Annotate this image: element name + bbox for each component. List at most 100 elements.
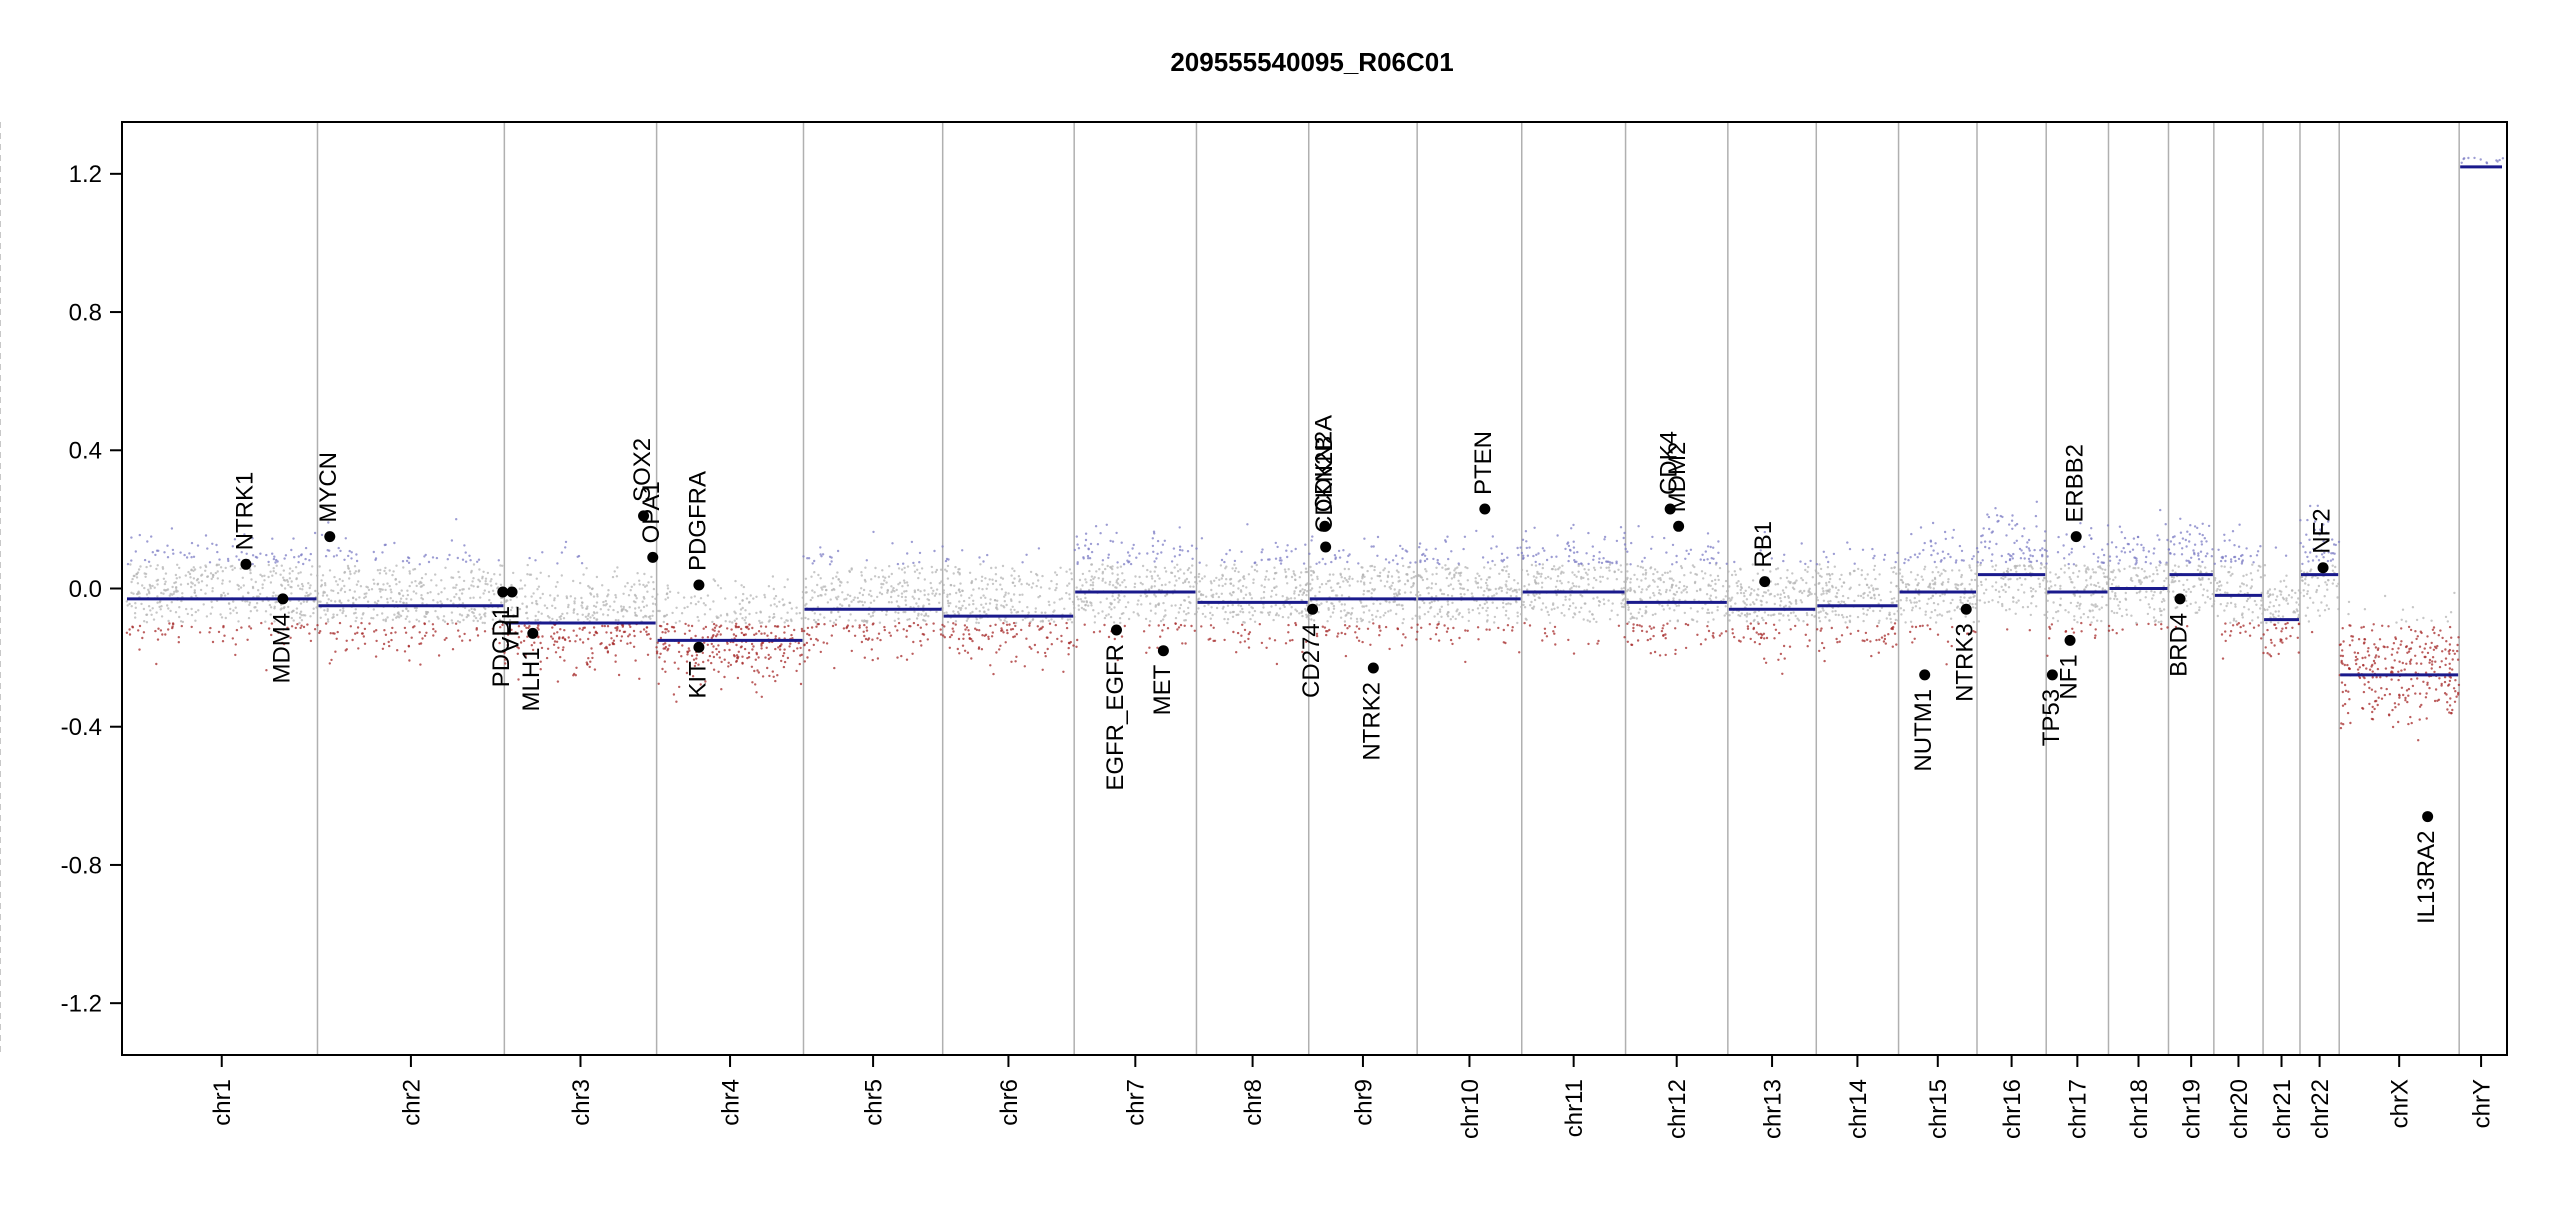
probe-point — [1849, 548, 1851, 550]
probe-point — [1527, 573, 1529, 575]
probe-point — [357, 647, 359, 649]
probe-point — [1710, 595, 1712, 597]
probe-point — [1120, 566, 1122, 568]
probe-point — [1109, 540, 1111, 542]
probe-point — [1834, 566, 1836, 568]
probe-point — [1313, 619, 1315, 621]
probe-point — [1387, 575, 1389, 577]
probe-point — [1468, 611, 1470, 613]
probe-point — [136, 573, 138, 575]
probe-point — [1991, 565, 1993, 567]
probe-point — [1522, 539, 1524, 541]
probe-point — [1892, 571, 1894, 573]
probe-point — [1229, 611, 1231, 613]
probe-point — [1054, 571, 1056, 573]
probe-point — [356, 632, 358, 634]
probe-point — [826, 642, 828, 644]
probe-point — [760, 647, 762, 649]
probe-point — [775, 595, 777, 597]
probe-point — [1415, 615, 1417, 617]
probe-point — [1010, 598, 1012, 600]
probe-point — [1676, 605, 1678, 607]
probe-point — [1301, 615, 1303, 617]
probe-point — [649, 638, 651, 640]
probe-point — [246, 639, 248, 641]
probe-point — [1085, 533, 1087, 535]
probe-point — [1346, 561, 1348, 563]
probe-point — [383, 643, 385, 645]
probe-point — [1092, 581, 1094, 583]
probe-point — [405, 602, 407, 604]
probe-point — [729, 621, 731, 623]
probe-point — [1091, 575, 1093, 577]
probe-point — [934, 595, 936, 597]
probe-point — [510, 584, 512, 586]
probe-point — [1633, 574, 1635, 576]
probe-point — [1960, 584, 1962, 586]
probe-point — [1672, 597, 1674, 599]
probe-point — [1078, 604, 1080, 606]
probe-point — [768, 675, 770, 677]
probe-point — [1780, 600, 1782, 602]
probe-point — [1611, 610, 1613, 612]
probe-point — [1222, 585, 1224, 587]
probe-point — [1954, 609, 1956, 611]
probe-point — [432, 599, 434, 601]
probe-point — [1834, 610, 1836, 612]
probe-point — [1456, 608, 1458, 610]
probe-point — [1385, 626, 1387, 628]
probe-point — [463, 544, 465, 546]
probe-point — [1069, 618, 1071, 620]
probe-point — [1068, 642, 1070, 644]
probe-point — [1053, 601, 1055, 603]
probe-point — [939, 582, 941, 584]
probe-point — [1131, 547, 1133, 549]
probe-point — [1895, 573, 1897, 575]
probe-point — [1526, 547, 1528, 549]
probe-point — [408, 557, 410, 559]
probe-point — [1249, 592, 1251, 594]
probe-point — [399, 600, 401, 602]
probe-point — [1164, 567, 1166, 569]
probe-point — [908, 618, 910, 620]
probe-point — [868, 613, 870, 615]
probe-point — [1048, 587, 1050, 589]
probe-point — [1372, 618, 1374, 620]
probe-point — [129, 633, 131, 635]
probe-point — [301, 588, 303, 590]
probe-point — [242, 577, 244, 579]
probe-point — [615, 619, 617, 621]
probe-point — [586, 618, 588, 620]
probe-point — [1073, 616, 1075, 618]
probe-point — [1464, 536, 1466, 538]
probe-point — [1414, 561, 1416, 563]
probe-point — [1108, 606, 1110, 608]
probe-point — [948, 605, 950, 607]
probe-point — [1972, 596, 1974, 598]
probe-point — [1366, 570, 1368, 572]
probe-point — [1620, 564, 1622, 566]
probe-point — [1685, 550, 1687, 552]
probe-point — [1110, 608, 1112, 610]
probe-point — [1299, 590, 1301, 592]
probe-point — [343, 572, 345, 574]
probe-point — [171, 594, 173, 596]
chart-title: 209555540095_R06C01 — [1170, 47, 1453, 77]
probe-point — [1286, 544, 1288, 546]
probe-point — [897, 563, 899, 565]
probe-point — [1729, 600, 1731, 602]
probe-point — [1461, 616, 1463, 618]
probe-point — [2024, 557, 2026, 559]
probe-point — [811, 626, 813, 628]
probe-point — [400, 598, 402, 600]
probe-point — [1360, 618, 1362, 620]
probe-point — [291, 570, 293, 572]
probe-point — [1407, 579, 1409, 581]
probe-point — [1458, 562, 1460, 564]
probe-point — [782, 598, 784, 600]
probe-point — [1087, 557, 1089, 559]
probe-point — [342, 607, 344, 609]
probe-point — [1502, 606, 1504, 608]
probe-point — [1077, 598, 1079, 600]
probe-point — [746, 626, 748, 628]
